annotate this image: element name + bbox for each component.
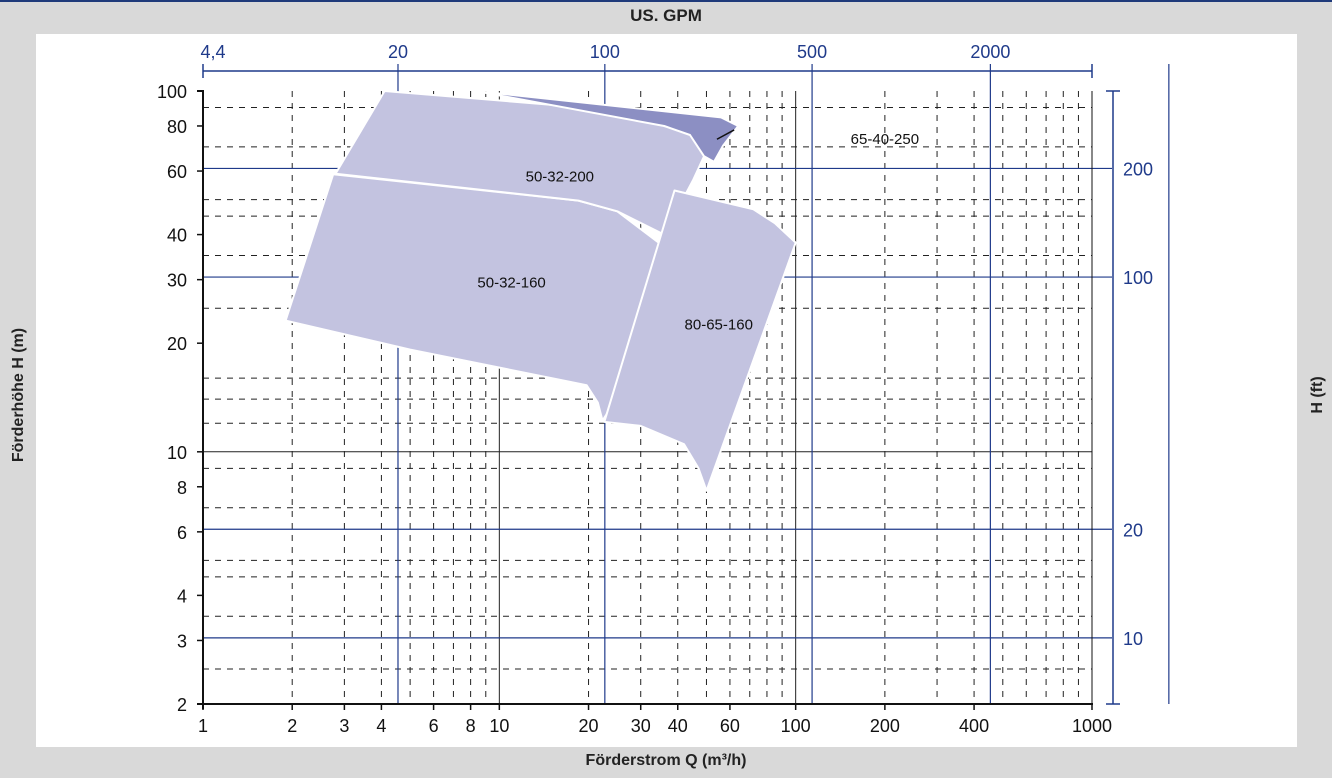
- leader-line-65-40-250: [716, 129, 735, 140]
- x-tick-label: 400: [959, 716, 989, 736]
- x-tick-label: 200: [870, 716, 900, 736]
- ft-tick-label: 200: [1123, 159, 1153, 179]
- gpm-tick-label: 2000: [970, 42, 1010, 62]
- gpm-tick-label: 500: [797, 42, 827, 62]
- x-tick-label: 6: [429, 716, 439, 736]
- gpm-tick-label: 4,4: [200, 42, 225, 62]
- ft-tick-label: 100: [1123, 268, 1153, 288]
- y-tick-label: 40: [167, 226, 187, 246]
- y-tick-label: 4: [177, 586, 187, 606]
- gpm-tick-label: 100: [590, 42, 620, 62]
- y-tick-label: 10: [167, 443, 187, 463]
- region-label-50-32-160: 50-32-160: [477, 274, 545, 291]
- ft-tick-label: 20: [1123, 520, 1143, 540]
- y-tick-label: 6: [177, 523, 187, 543]
- x-tick-label: 8: [466, 716, 476, 736]
- x-tick-label: 1: [198, 716, 208, 736]
- x-tick-label: 30: [631, 716, 651, 736]
- x-tick-label: 1000: [1072, 716, 1112, 736]
- region-65-40-250: [474, 90, 740, 163]
- region-80-65-160: [603, 189, 797, 492]
- y-tick-label: 3: [177, 631, 187, 651]
- top-border-line: [0, 0, 1332, 2]
- x-tick-label: 2: [287, 716, 297, 736]
- region-label-80-65-160: 80-65-160: [685, 317, 753, 334]
- y-tick-label: 100: [157, 82, 187, 102]
- region-label-50-32-200: 50-32-200: [526, 168, 594, 185]
- y-tick-label: 8: [177, 478, 187, 498]
- ft-tick-label: 10: [1123, 629, 1143, 649]
- x-tick-label: 3: [339, 716, 349, 736]
- y-tick-label: 2: [177, 695, 187, 715]
- y-tick-label: 20: [167, 334, 187, 354]
- x-tick-label: 100: [781, 716, 811, 736]
- region-50-32-160: [284, 173, 666, 422]
- region-label-65-40-250: 65-40-250: [851, 131, 919, 148]
- x-tick-label: 10: [489, 716, 509, 736]
- y-tick-label: 80: [167, 117, 187, 137]
- x-tick-label: 40: [668, 716, 688, 736]
- x-tick-label: 60: [720, 716, 740, 736]
- x-tick-label: 20: [579, 716, 599, 736]
- x-tick-label: 4: [376, 716, 386, 736]
- gpm-tick-label: 20: [388, 42, 408, 62]
- x-axis-title: Förderstrom Q (m³/h): [585, 752, 747, 769]
- gpm-axis-title: US. GPM: [630, 6, 702, 25]
- y-tick-label: 60: [167, 162, 187, 182]
- y-tick-label: 30: [167, 271, 187, 291]
